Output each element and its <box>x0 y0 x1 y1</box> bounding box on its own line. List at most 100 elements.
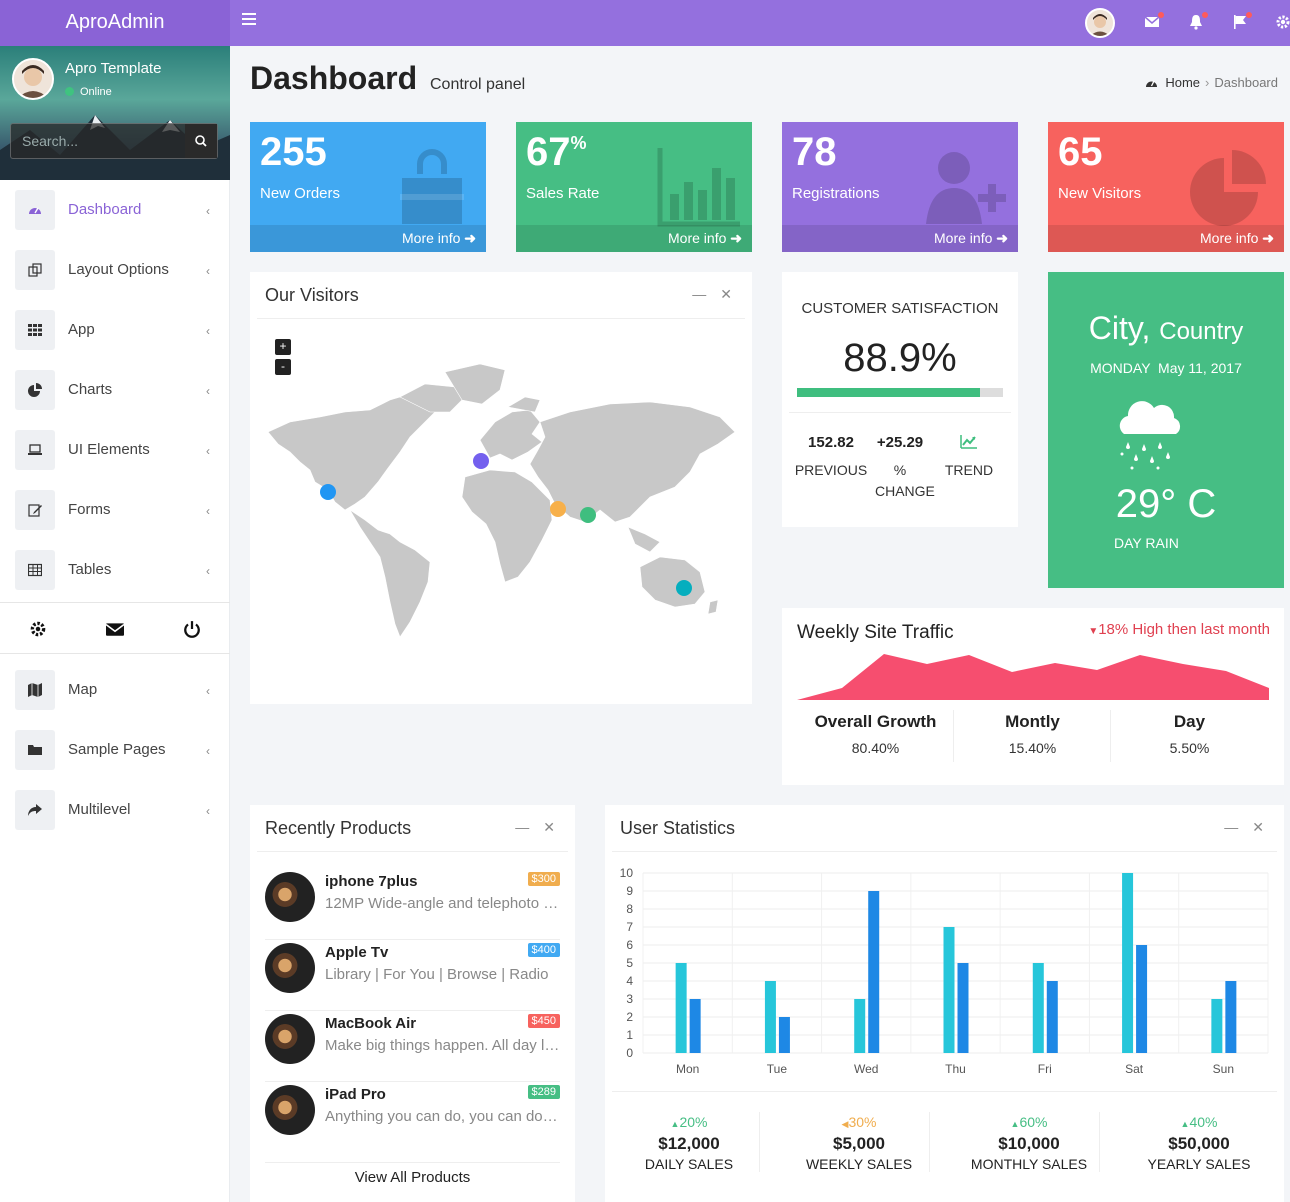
y-tick-label: 0 <box>626 1046 633 1060</box>
x-tick-label: Sat <box>1125 1062 1144 1076</box>
traffic-panel: Weekly Site Traffic ▼18% High then last … <box>782 608 1284 785</box>
bar-fri-1 <box>1032 963 1044 1053</box>
bar-chart-icon <box>656 144 740 228</box>
sidebar-item-sample-pages[interactable]: Sample Pages ‹ <box>0 720 230 780</box>
breadcrumb: Home › Dashboard <box>1145 75 1278 90</box>
mail-icon[interactable] <box>1144 12 1164 32</box>
sidebar-item-label: Forms <box>68 501 111 518</box>
pie-chart-icon <box>15 370 55 410</box>
marker-india <box>580 507 596 523</box>
collapse-icon[interactable]: — <box>692 286 707 302</box>
user-plus-icon <box>922 144 1006 228</box>
zoom-in-button[interactable]: + <box>275 339 291 355</box>
chevron-left-icon: ‹ <box>206 384 210 398</box>
world-map[interactable] <box>250 272 752 704</box>
product-image <box>265 1014 315 1064</box>
stat-label: Registrations <box>792 185 880 202</box>
sidebar-item-ui-elements[interactable]: UI Elements ‹ <box>0 420 230 480</box>
bar-fri-2 <box>1046 981 1058 1053</box>
sidebar-item-layout-options[interactable]: Layout Options ‹ <box>0 240 230 300</box>
sidebar-item-app[interactable]: App ‹ <box>0 300 230 360</box>
product-name[interactable]: iphone 7plus <box>325 873 418 890</box>
list-item[interactable]: Apple Tv Library | For You | Browse | Rad… <box>265 941 560 1011</box>
bar-thu-1 <box>943 927 955 1053</box>
arrow-right-icon: ➜ <box>1262 230 1274 246</box>
search-input[interactable] <box>11 124 187 158</box>
sidebar-item-label: Multilevel <box>68 801 131 818</box>
y-tick-label: 9 <box>626 884 633 898</box>
table-icon <box>15 550 55 590</box>
product-desc: Make big things happen. All day long. <box>325 1037 560 1054</box>
more-info-link[interactable]: More info ➜ <box>516 225 752 252</box>
collapse-icon[interactable]: — <box>1224 819 1239 835</box>
user-avatar[interactable] <box>12 58 54 100</box>
avatar[interactable] <box>1085 8 1115 38</box>
close-icon[interactable]: ✕ <box>1252 819 1264 835</box>
sidebar-menu-secondary: Map ‹ Sample Pages ‹ Multilevel ‹ <box>0 660 230 840</box>
stat-value: 67% <box>526 130 587 174</box>
list-item[interactable]: iphone 7plus 12MP Wide-angle and telephot… <box>265 870 560 940</box>
trend-stat: TREND <box>930 434 1008 481</box>
x-tick-label: Sun <box>1213 1062 1234 1076</box>
sidebar-item-map[interactable]: Map ‹ <box>0 660 230 720</box>
y-tick-label: 2 <box>626 1010 633 1024</box>
more-info-link[interactable]: More info ➜ <box>782 225 1018 252</box>
panel-title: User Statistics <box>620 818 736 838</box>
sidebar-item-forms[interactable]: Forms ‹ <box>0 480 230 540</box>
sidebar-item-dashboard[interactable]: Dashboard ‹ <box>0 180 230 240</box>
sidebar-item-label: Sample Pages <box>68 741 166 758</box>
satisfaction-panel: CUSTOMER SATISFACTION 88.9% 152.82 PREVI… <box>782 272 1018 527</box>
bar-wed-1 <box>854 999 866 1053</box>
stat-label: New Visitors <box>1058 185 1142 202</box>
zoom-out-button[interactable]: - <box>275 359 291 375</box>
chevron-left-icon: ‹ <box>206 564 210 578</box>
trend-icon <box>960 435 977 449</box>
bar-sat-2 <box>1136 945 1148 1053</box>
price-badge: $289 <box>527 1085 560 1099</box>
search-button[interactable] <box>185 124 217 158</box>
sidebar-tools <box>0 602 230 654</box>
sidebar-search <box>10 123 218 159</box>
brand-logo[interactable]: AproAdmin <box>0 0 230 46</box>
bar-tue-2 <box>778 1017 790 1053</box>
sidebar-item-multilevel[interactable]: Multilevel ‹ <box>0 780 230 840</box>
settings-gear-icon[interactable] <box>29 620 47 638</box>
product-name[interactable]: Apple Tv <box>325 944 389 961</box>
breadcrumb-home[interactable]: Home <box>1165 75 1201 90</box>
product-name[interactable]: MacBook Air <box>325 1015 417 1032</box>
stat-label: Sales Rate <box>526 185 600 202</box>
product-name[interactable]: iPad Pro <box>325 1086 386 1103</box>
bell-icon[interactable] <box>1188 12 1208 32</box>
menu-toggle-icon[interactable] <box>242 13 256 27</box>
more-info-link[interactable]: More info ➜ <box>250 225 486 252</box>
sidebar: Apro Template Online Dashboard‹Layout Op… <box>0 46 230 1202</box>
y-tick-label: 10 <box>620 866 634 880</box>
sales-stat: ▲20% $12,000 DAILY SALES <box>644 1114 734 1172</box>
envelope-icon[interactable] <box>105 620 125 638</box>
satisfaction-value: 88.9% <box>843 336 957 380</box>
product-image <box>265 872 315 922</box>
view-all-products-link[interactable]: View All Products <box>354 1169 471 1186</box>
more-info-link[interactable]: More info ➜ <box>1048 225 1284 252</box>
close-icon[interactable]: ✕ <box>720 286 732 302</box>
gear-icon[interactable] <box>1275 14 1290 32</box>
sidebar-item-charts[interactable]: Charts ‹ <box>0 360 230 420</box>
stat-value: 78 <box>792 130 837 174</box>
marker-europe <box>473 453 489 469</box>
y-tick-label: 7 <box>626 920 633 934</box>
collapse-icon[interactable]: — <box>515 819 530 835</box>
sidebar-item-label: App <box>68 321 95 338</box>
user-statistics-bar-chart[interactable]: 0 1 2 3 4 5 6 7 8 9 10 Mon Tue Wed Thu Fri Sat Sun <box>605 865 1284 1105</box>
close-icon[interactable]: ✕ <box>543 819 555 835</box>
chevron-left-icon: ‹ <box>206 804 210 818</box>
y-tick-label: 8 <box>626 902 633 916</box>
list-item[interactable]: iPad Pro Anything you can do, you can do … <box>265 1083 560 1163</box>
flag-icon[interactable] <box>1232 12 1252 32</box>
sidebar-item-tables[interactable]: Tables ‹ <box>0 540 230 600</box>
traffic-title: Weekly Site Traffic <box>797 622 954 643</box>
list-item[interactable]: MacBook Air Make big things happen. All d… <box>265 1012 560 1082</box>
traffic-area-chart[interactable] <box>797 648 1269 708</box>
power-icon[interactable] <box>183 620 201 638</box>
page-subtitle: Control panel <box>430 76 526 93</box>
chevron-left-icon: ‹ <box>206 204 210 218</box>
